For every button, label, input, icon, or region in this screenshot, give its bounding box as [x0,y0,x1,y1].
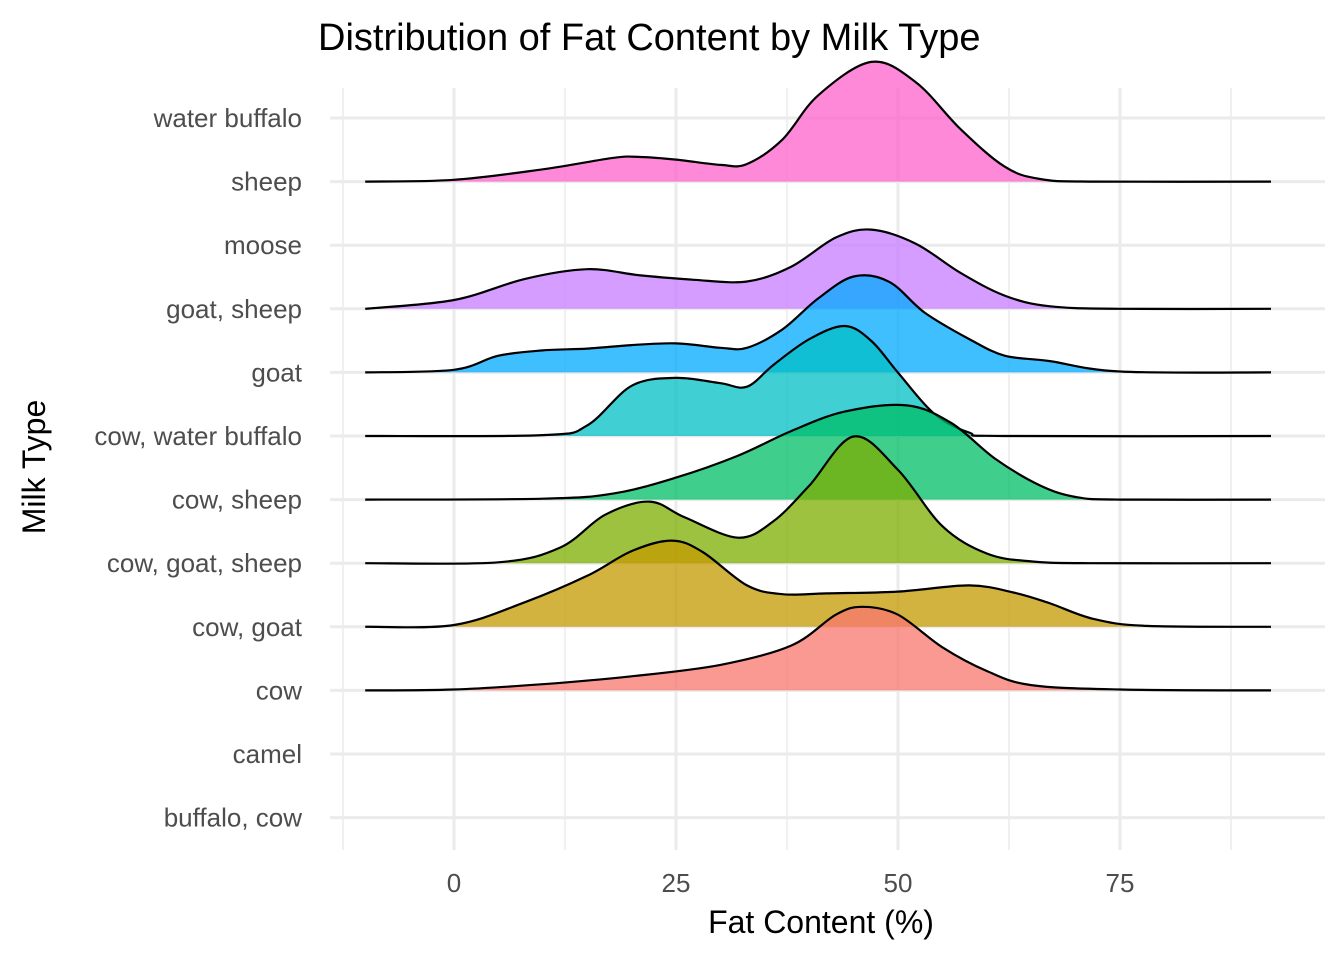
ridge-line-sheep [365,60,1272,183]
x-tick-label: 25 [662,868,691,898]
ridge-fill-cow [365,606,1271,691]
y-tick-label: goat, sheep [166,294,302,324]
ridge-cow [365,605,1272,692]
ridge-sheep [365,60,1272,183]
x-axis-title: Fat Content (%) [708,904,934,940]
y-tick-label: cow [256,675,302,705]
ridge-line-goat-sheep [365,228,1272,311]
y-axis-title: Milk Type [16,400,52,535]
ridge-cow-water-buffalo [365,324,1272,438]
ridge-line-cow-goat [365,539,1272,629]
x-tick-label: 75 [1106,868,1135,898]
y-tick-label: cow, goat, sheep [107,548,302,578]
y-tick-label: camel [233,739,302,769]
ridge-fill-cow-goat-sheep [365,436,1271,564]
ridge-cow-goat-sheep [365,435,1272,565]
y-tick-label: buffalo, cow [164,803,303,833]
ridge-fill-cow-water-buffalo [365,325,1271,437]
x-tick-labels: 0 25 50 75 [447,868,1135,898]
ridge-line-goat [365,274,1272,374]
ridge-line-cow-water-buffalo [365,324,1272,438]
ridge-goat-sheep [365,228,1272,311]
ridge-cow-sheep [365,403,1272,501]
y-tick-label: cow, water buffalo [94,421,302,451]
ridge-line-cow-goat-sheep [365,435,1272,565]
ridge-fill-goat [365,275,1271,373]
ridge-fill-cow-goat [365,540,1271,628]
y-tick-label: sheep [231,167,302,197]
x-tick-label: 0 [447,868,461,898]
y-tick-label: cow, sheep [172,485,302,515]
ridge-cow-goat [365,539,1272,629]
y-tick-label: water buffalo [153,103,302,133]
ridge-goat [365,274,1272,374]
ridge-fill-sheep [365,61,1271,182]
y-tick-label: moose [224,230,302,260]
ridge-fill-cow-sheep [365,404,1271,500]
chart-title: Distribution of Fat Content by Milk Type [318,17,980,59]
y-tick-label: goat [251,357,302,387]
y-tick-labels: buffalo, cow camel cow cow, goat cow, goat, … [94,103,302,833]
ridge-line-cow [365,605,1272,692]
x-tick-label: 50 [884,868,913,898]
y-tick-label: cow, goat [192,612,303,642]
ridge-line-cow-sheep [365,403,1272,501]
ridges [365,60,1272,692]
ridge-fill-goat-sheep [365,229,1271,309]
